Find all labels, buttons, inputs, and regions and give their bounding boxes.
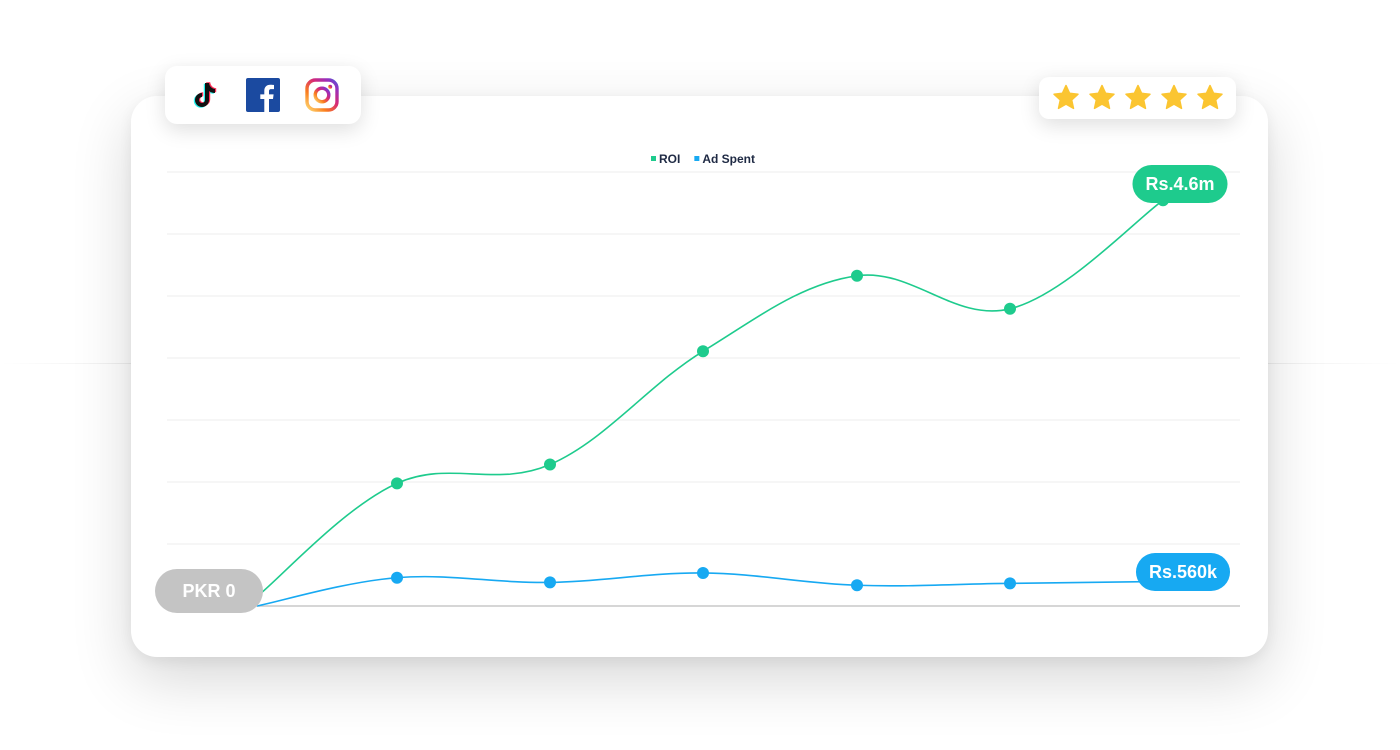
data-point bbox=[391, 477, 403, 490]
start-label-pill: PKR 0 bbox=[155, 569, 263, 613]
data-point bbox=[544, 458, 556, 471]
chart-card bbox=[131, 96, 1268, 657]
star-icon bbox=[1196, 84, 1223, 110]
series-lines bbox=[256, 199, 1164, 607]
roi-end-label-pill-text: Rs.4.6m bbox=[1145, 174, 1214, 194]
adspent-end-label-pill-text: Rs.560k bbox=[1149, 562, 1218, 582]
star-rating bbox=[1039, 77, 1236, 119]
data-point bbox=[1004, 302, 1016, 315]
adspent-end-label-pill: Rs.560k bbox=[1135, 553, 1231, 591]
facebook-icon bbox=[245, 78, 280, 112]
legend-swatch bbox=[651, 156, 656, 161]
roi-end-label-pill: Rs.4.6m bbox=[1132, 165, 1228, 203]
start-label-pill-text: PKR 0 bbox=[182, 581, 235, 601]
star-icon bbox=[1124, 84, 1151, 110]
data-point bbox=[697, 566, 709, 579]
grid-lines bbox=[167, 171, 1240, 607]
instagram-icon bbox=[304, 78, 339, 112]
end-labels: PKR 0 Rs.4.6m Rs.560k bbox=[155, 165, 1231, 613]
star-icon bbox=[1052, 84, 1079, 110]
data-point bbox=[391, 571, 403, 584]
data-point bbox=[851, 579, 863, 592]
legend-label: Ad Spent bbox=[702, 152, 755, 166]
data-point bbox=[697, 345, 709, 358]
data-point bbox=[544, 576, 556, 589]
legend: ROI Ad Spent bbox=[651, 152, 755, 166]
star-icon bbox=[1160, 84, 1187, 110]
series-line-roi bbox=[256, 199, 1164, 598]
data-point bbox=[851, 269, 863, 282]
series-points bbox=[391, 194, 1169, 592]
social-platforms-badge bbox=[165, 66, 361, 124]
tiktok-icon bbox=[194, 82, 217, 108]
legend-label: ROI bbox=[659, 152, 680, 166]
star-icon bbox=[1088, 84, 1115, 110]
data-point bbox=[1004, 577, 1016, 590]
legend-swatch bbox=[694, 156, 700, 161]
